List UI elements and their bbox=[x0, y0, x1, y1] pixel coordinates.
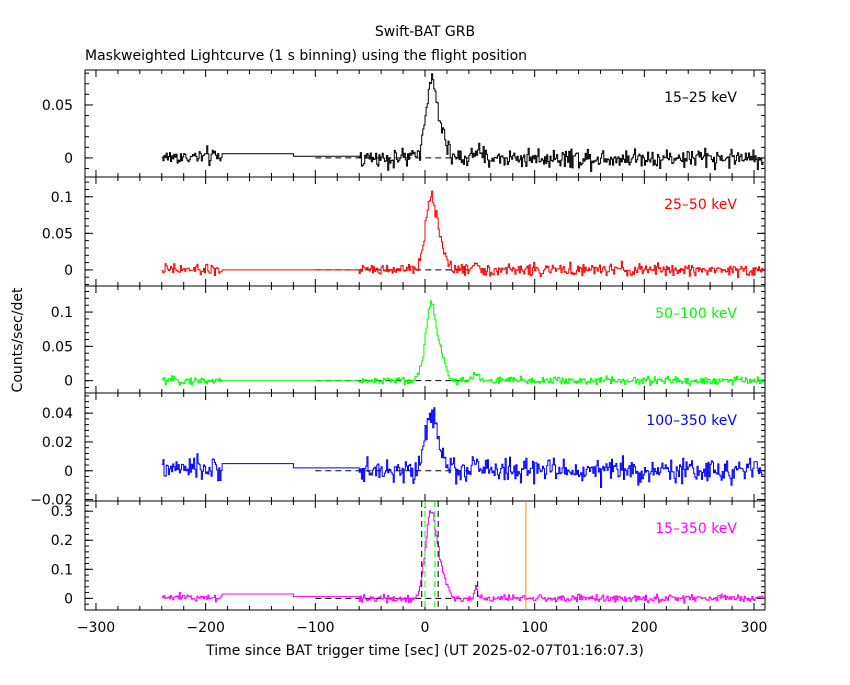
lightcurve-series bbox=[161, 407, 764, 488]
energy-band-label: 50–100 keV bbox=[655, 306, 737, 322]
y-tick-label: −0.02 bbox=[30, 493, 73, 509]
x-tick-label: 100 bbox=[521, 620, 548, 636]
y-tick-label: 0 bbox=[64, 464, 73, 480]
panel-2: 0 0.05 0.1 25–50 keV bbox=[42, 176, 766, 287]
y-tick-label: 0.1 bbox=[51, 562, 73, 578]
x-tick-label: 200 bbox=[631, 620, 658, 636]
panel-4: −0.02 0 0.02 0.04 100–350 keV bbox=[30, 392, 766, 509]
lightcurve-series bbox=[161, 73, 764, 172]
y-tick-label: 0 bbox=[64, 374, 73, 390]
y-tick-label: 0.02 bbox=[42, 435, 73, 451]
y-tick-label: 0.05 bbox=[42, 226, 73, 242]
energy-band-label: 15–350 keV bbox=[655, 521, 737, 537]
lightcurve-series bbox=[161, 510, 764, 604]
x-tick-label: −300 bbox=[77, 620, 115, 636]
y-tick-label: 0.05 bbox=[42, 98, 73, 114]
y-tick-label: 0 bbox=[64, 151, 73, 167]
x-tick-label: −200 bbox=[186, 620, 224, 636]
chart-title: Swift-BAT GRB bbox=[375, 24, 475, 40]
y-tick-label: 0.1 bbox=[51, 190, 73, 206]
energy-band-label: 25–50 keV bbox=[664, 197, 737, 213]
y-tick-label: 0.04 bbox=[42, 406, 73, 422]
y-axis-label: Counts/sec/det bbox=[10, 287, 26, 392]
y-tick-label: 0.3 bbox=[51, 504, 73, 520]
y-tick-label: 0.2 bbox=[51, 533, 73, 549]
y-tick-label: 0 bbox=[64, 263, 73, 279]
chart-subtitle: Maskweighted Lightcurve (1 s binning) us… bbox=[85, 48, 527, 64]
y-tick-label: 0.05 bbox=[42, 339, 73, 355]
x-tick-label: 0 bbox=[421, 620, 430, 636]
x-tick-label: 300 bbox=[741, 620, 768, 636]
panel-1: 0 0.05 15–25 keV bbox=[42, 69, 766, 178]
panels-group: 0 0.05 15–25 keV 0 0.05 0.1 25–50 keV 0 0.05 0.1 5… bbox=[30, 69, 768, 636]
y-tick-label: 0 bbox=[64, 591, 73, 607]
energy-band-label: 15–25 keV bbox=[664, 90, 737, 106]
panel-frame bbox=[84, 392, 766, 502]
panel-5: 0 0.1 0.2 0.3 15–350 keV −300 −200 −100 0 100 200 3… bbox=[51, 500, 768, 636]
lightcurve-series bbox=[161, 300, 764, 386]
panel-3: 0 0.05 0.1 50–100 keV bbox=[42, 285, 766, 394]
x-tick-label: −100 bbox=[296, 620, 334, 636]
lightcurve-series bbox=[161, 190, 764, 279]
y-tick-label: 0.1 bbox=[51, 305, 73, 321]
x-axis-label: Time since BAT trigger time [sec] (UT 20… bbox=[205, 643, 644, 659]
energy-band-label: 100–350 keV bbox=[646, 413, 737, 429]
